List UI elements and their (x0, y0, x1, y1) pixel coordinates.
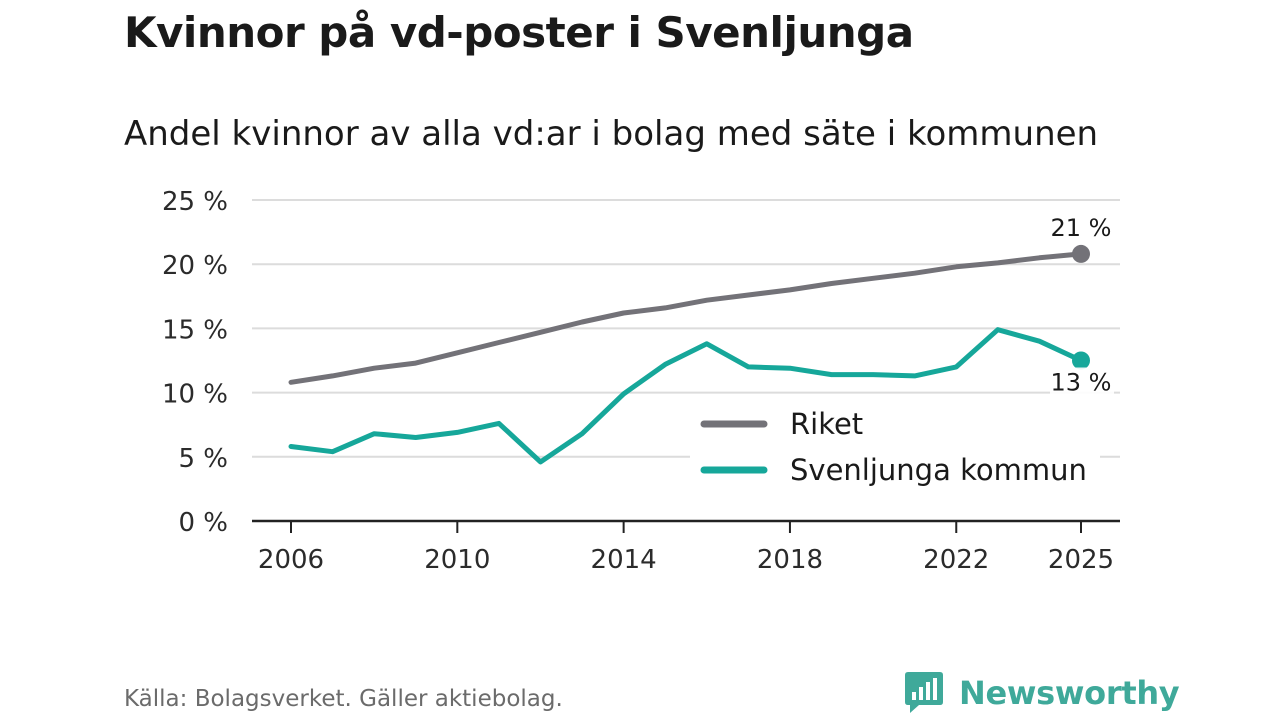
y-tick-label: 20 % (162, 251, 228, 281)
end-label: 21 % (1051, 214, 1112, 242)
y-tick-label: 0 % (178, 508, 228, 538)
y-tick-label: 15 % (162, 315, 228, 345)
legend-label: Riket (790, 407, 863, 441)
y-tick-label: 25 % (162, 187, 228, 217)
end-label-background (1050, 367, 1114, 398)
x-tick-label: 2006 (258, 545, 324, 575)
newsworthy-logo-icon (905, 672, 943, 713)
brand: Newsworthy (903, 670, 1180, 716)
x-tick-label: 2025 (1048, 545, 1114, 575)
brand-name: Newsworthy (959, 674, 1180, 712)
end-point (1072, 244, 1090, 263)
x-tick-label: 2022 (923, 545, 989, 575)
chart-title: Kvinnor på vd-poster i Svenljunga (124, 8, 914, 57)
chart-subtitle: Andel kvinnor av alla vd:ar i bolag med … (124, 114, 1099, 154)
source-note: Källa: Bolagsverket. Gäller aktiebolag. (124, 686, 563, 712)
legend-label: Svenljunga kommun (790, 453, 1087, 487)
legend-background (690, 400, 1100, 496)
end-label: 13 % (1051, 369, 1112, 397)
y-tick-label: 10 % (162, 380, 228, 410)
x-tick-label: 2010 (424, 545, 490, 575)
end-point (1072, 351, 1090, 370)
x-tick-label: 2014 (591, 545, 657, 575)
series-line-0 (288, 251, 1084, 385)
y-tick-label: 5 % (178, 444, 228, 474)
x-tick-label: 2018 (757, 545, 823, 575)
series-line-1 (288, 327, 1084, 465)
line-chart: 0 % 5 % 10 % 15 % 20 % 25 % 2006 2010 2014 2018 20… (162, 187, 1120, 575)
end-label-background (1050, 212, 1114, 243)
